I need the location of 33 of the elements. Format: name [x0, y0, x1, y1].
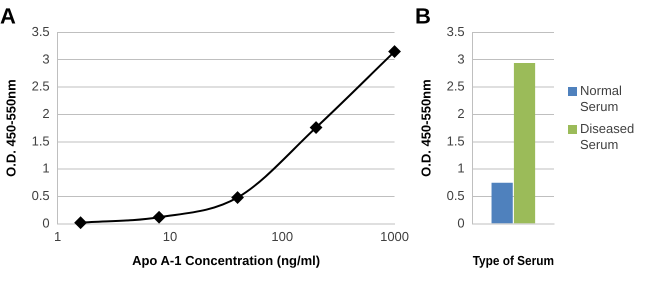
point: [74, 216, 87, 229]
legend-label: Diseased Serum: [580, 120, 636, 152]
y-tick-label: 0.5: [32, 188, 50, 204]
y-tick-label: 1: [457, 160, 465, 176]
y-tick-label: 2: [457, 106, 465, 122]
point: [388, 46, 401, 58]
y-tick-label: 1: [42, 160, 50, 176]
y-tick-label: 3: [457, 51, 465, 66]
y-tick-label: 1.5: [32, 133, 50, 148]
x-tick-label: 100: [271, 229, 294, 244]
y-tick-label: 3.5: [32, 24, 50, 39]
legend-label: Normal Serum: [580, 82, 623, 114]
point: [310, 122, 322, 134]
y-tick-label: 0: [42, 215, 50, 230]
y-tick-label: 0: [457, 215, 465, 230]
x-axis-title: Type of Serum: [472, 253, 554, 268]
y-axis-title: O.D. 450-550nm: [3, 79, 18, 177]
y-tick-label: 3.5: [446, 24, 465, 39]
y-tick-label: 2.5: [32, 78, 50, 94]
y-axis-title: O.D. 450-550nm: [418, 79, 434, 177]
y-tick-label: 0.5: [446, 188, 465, 204]
x-axis-title: Apo A-1 Concentration (ng/ml): [132, 252, 320, 268]
y-tick-label: 1.5: [446, 133, 465, 148]
x-tick-label: 10: [162, 229, 178, 244]
x-tick-label: 1000: [380, 229, 409, 244]
point: [232, 192, 244, 204]
chart-title: B: [415, 3, 431, 28]
y-tick-label: 3: [42, 51, 50, 66]
chart-title: A: [0, 3, 16, 28]
point: [153, 211, 166, 224]
x-tick-label: 1: [54, 229, 62, 244]
y-tick-label: 2: [42, 106, 50, 122]
y-tick-label: 2.5: [446, 78, 465, 94]
